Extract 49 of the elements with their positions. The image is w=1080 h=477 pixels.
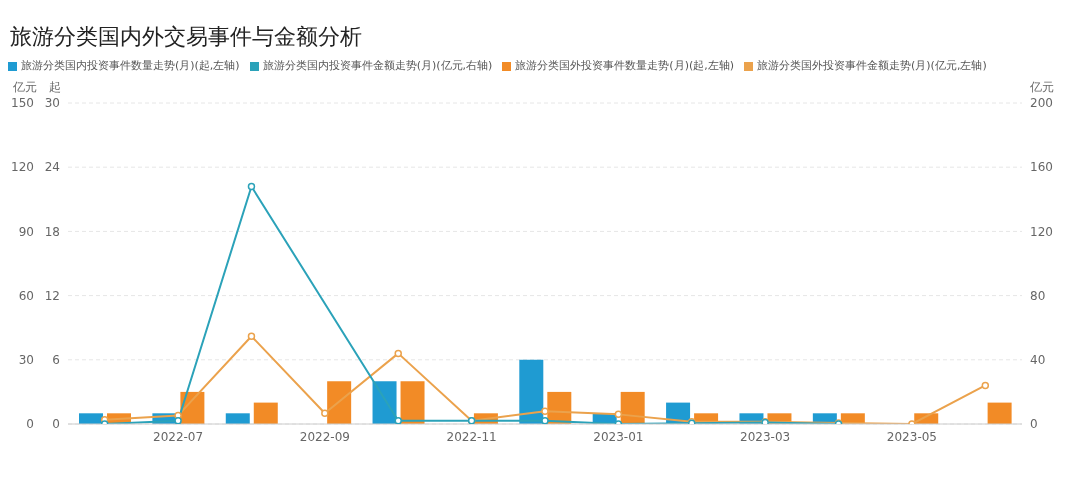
bar (987, 402, 1012, 424)
point (174, 417, 182, 424)
x-tick-label: 2022-11 (446, 429, 497, 444)
y-axis-title: 起 (49, 80, 61, 94)
x-tick-label: 2023-05 (886, 429, 937, 444)
y3-axis-title: 亿元 (12, 80, 37, 94)
bar (327, 381, 352, 424)
legend-label: 旅游分类国外投资事件数量走势(月)(起,左轴) (515, 59, 735, 72)
chart-title: 旅游分类国内外交易事件与金额分析 (9, 23, 363, 51)
legend-label: 旅游分类国外投资事件金额走势(月)(亿元,左轴) (757, 59, 987, 72)
point (541, 417, 549, 424)
y3-tick-label: 60 (18, 288, 34, 303)
y3-tick-label: 0 (26, 417, 34, 432)
bar (225, 413, 250, 424)
y-tick-label: 6 (52, 353, 60, 368)
point (247, 332, 256, 341)
y3-tick-label: 30 (18, 353, 34, 368)
y-tick-label: 30 (44, 96, 60, 111)
point (321, 409, 329, 418)
point (247, 182, 256, 191)
y2-tick-label: 120 (1030, 224, 1053, 239)
x-tick-label: 2022-07 (153, 429, 204, 444)
y2-tick-label: 200 (1030, 96, 1053, 111)
bar (400, 381, 425, 424)
y3-tick-label: 150 (11, 96, 34, 111)
y2-axis-title: 亿元 (1029, 80, 1054, 94)
y-tick-label: 0 (52, 417, 60, 432)
bar (620, 391, 645, 424)
point (614, 410, 623, 419)
y2-tick-label: 0 (1030, 417, 1038, 432)
x-tick-label: 2023-03 (740, 429, 791, 444)
legend-label: 旅游分类国内投资事件数量走势(月)(起,左轴) (21, 59, 240, 72)
bar (253, 402, 278, 424)
y-tick-label: 12 (44, 288, 60, 303)
legend-label: 旅游分类国内投资事件金额走势(月)(亿元,右轴) (262, 59, 493, 72)
point (981, 381, 990, 390)
y-tick-label: 18 (44, 224, 60, 239)
point (394, 417, 402, 424)
y2-tick-label: 40 (1030, 353, 1046, 368)
x-tick-label: 2023-01 (593, 429, 644, 444)
y2-tick-label: 160 (1030, 160, 1053, 175)
y3-tick-label: 90 (18, 224, 34, 239)
y-tick-label: 24 (44, 160, 60, 175)
y3-tick-label: 120 (11, 160, 34, 175)
y2-tick-label: 80 (1030, 288, 1046, 303)
point (541, 407, 549, 415)
x-tick-label: 2022-09 (299, 429, 350, 444)
bar (519, 359, 544, 424)
point (394, 349, 402, 358)
